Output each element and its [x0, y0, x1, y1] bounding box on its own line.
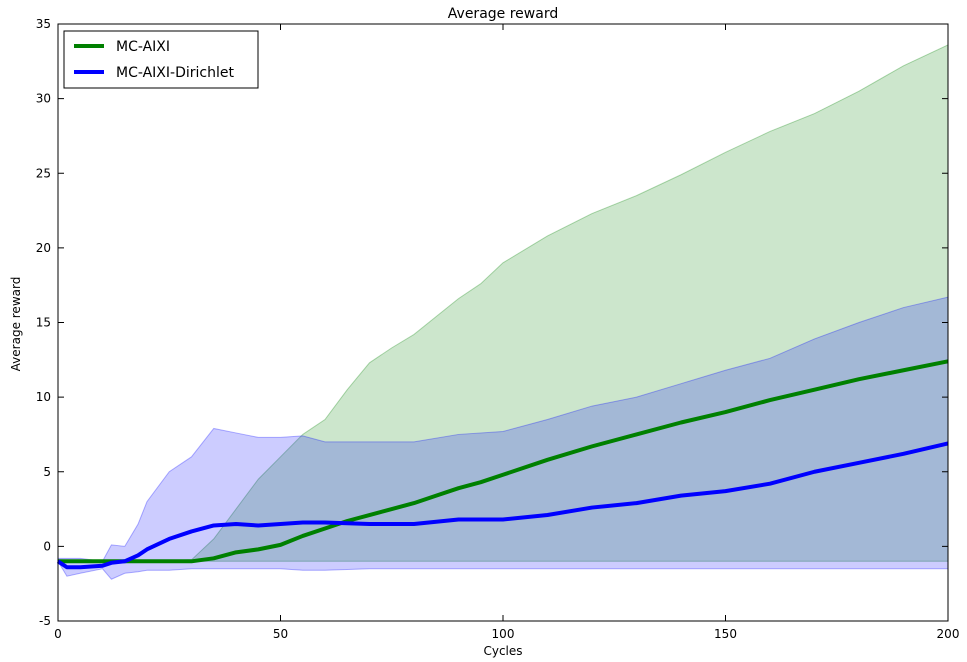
line-mc-aixi [58, 359, 949, 564]
y-tick-label: 15 [36, 316, 51, 330]
legend-label-mc-aixi: MC-AIXI [116, 39, 170, 55]
legend: MC-AIXI MC-AIXI-Dirichlet [63, 30, 259, 89]
x-tick-label: 50 [273, 627, 288, 641]
y-tick-label: 0 [43, 539, 51, 553]
y-tick-label: -5 [39, 614, 51, 628]
chart-title: Average reward [448, 6, 558, 22]
line-mc-aixi-dirichlet [56, 441, 949, 570]
x-tick-label: 0 [54, 627, 62, 641]
x-tick-label: 100 [492, 627, 515, 641]
series-lines [56, 359, 949, 570]
x-tick-label: 150 [714, 627, 737, 641]
legend-box [63, 30, 259, 89]
y-tick-label: 20 [36, 241, 51, 255]
y-tick-label: 10 [36, 390, 51, 404]
y-tick-label: 30 [36, 92, 51, 106]
legend-label-mc-aixi-dirichlet: MC-AIXI-Dirichlet [116, 65, 234, 81]
x-axis-label: Cycles [483, 644, 522, 658]
y-axis-label: Average reward [9, 277, 23, 372]
y-tick-label: 25 [36, 166, 51, 180]
y-tick-label: 35 [36, 17, 51, 31]
x-tick-label: 200 [937, 627, 960, 641]
y-tick-label: 5 [43, 465, 51, 479]
confidence-bands [57, 44, 949, 580]
